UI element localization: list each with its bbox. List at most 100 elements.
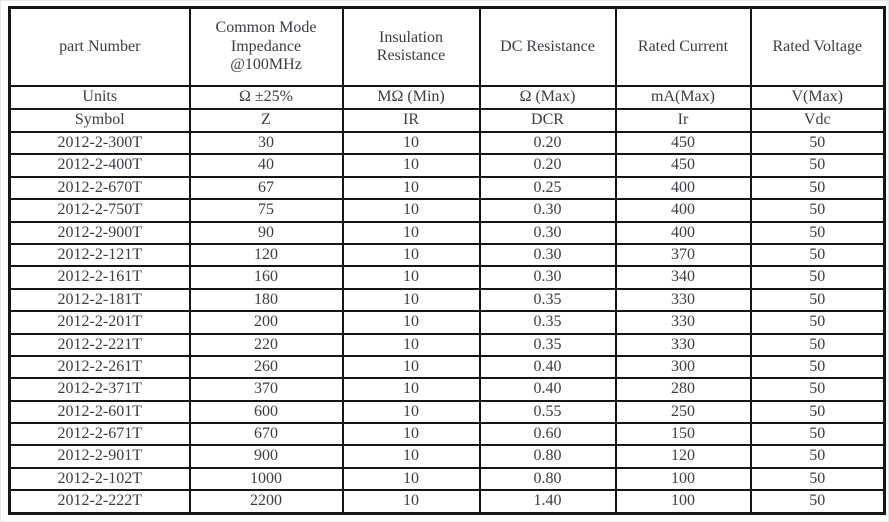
rated-current-cell: 340 [614, 265, 752, 290]
rated-current-cell: 400 [614, 175, 752, 201]
symbol-row: Symbol Z IR DCR Ir Vdc [8, 108, 886, 133]
impedance-cell: 67 [188, 175, 344, 201]
rated-voltage-cell: 50 [749, 332, 886, 357]
rated-voltage-cell: 50 [749, 354, 886, 380]
dc-resistance-cell: 0.35 [478, 310, 617, 335]
table-body: 2012-2-300T 30 10 0.20 450 50 2012-2-400… [8, 130, 886, 515]
symbol-row-label: Symbol [8, 108, 191, 133]
insulation-cell: 10 [341, 399, 481, 425]
units-row-label: Units [8, 85, 191, 110]
dc-resistance-cell: 0.20 [478, 130, 617, 156]
rated-voltage-cell: 50 [749, 466, 886, 492]
table-row: 2012-2-201T 200 10 0.35 330 50 [8, 310, 886, 335]
rated-voltage-cell: 50 [749, 265, 886, 290]
table-row: 2012-2-750T 75 10 0.30 400 50 [8, 198, 886, 223]
table-row: 2012-2-900T 90 10 0.30 400 50 [8, 220, 886, 245]
insulation-cell: 10 [341, 354, 481, 380]
units-rated-current-cell: mA(Max) [614, 85, 752, 110]
dc-resistance-cell: 0.30 [478, 198, 617, 223]
dc-resistance-cell: 0.30 [478, 242, 617, 268]
units-insulation-cell: MΩ (Min) [341, 85, 481, 110]
table-row: 2012-2-400T 40 10 0.20 450 50 [8, 153, 886, 178]
insulation-cell: 10 [341, 153, 481, 178]
units-rated-voltage-cell: V(Max) [749, 85, 886, 110]
impedance-cell: 180 [188, 287, 344, 313]
dc-resistance-cell: 1.40 [478, 489, 617, 515]
dc-resistance-cell: 0.60 [478, 422, 617, 447]
table-header-row: part Number Common Mode Impedance @100MH… [8, 6, 886, 87]
part-number-cell: 2012-2-161T [8, 265, 191, 290]
column-header-rated-current: Rated Current [614, 6, 752, 87]
table-row: 2012-2-181T 180 10 0.35 330 50 [8, 287, 886, 313]
impedance-cell: 900 [188, 444, 344, 469]
dc-resistance-cell: 0.35 [478, 287, 617, 313]
table-row: 2012-2-261T 260 10 0.40 300 50 [8, 354, 886, 380]
rated-voltage-cell: 50 [749, 399, 886, 425]
rated-current-cell: 280 [614, 377, 752, 402]
rated-voltage-cell: 50 [749, 310, 886, 335]
dc-resistance-cell: 0.30 [478, 265, 617, 290]
rated-voltage-cell: 50 [749, 175, 886, 201]
insulation-cell: 10 [341, 466, 481, 492]
rated-current-cell: 150 [614, 422, 752, 447]
rated-current-cell: 330 [614, 287, 752, 313]
part-number-cell: 2012-2-201T [8, 310, 191, 335]
insulation-cell: 10 [341, 310, 481, 335]
rated-current-cell: 120 [614, 444, 752, 469]
impedance-cell: 30 [188, 130, 344, 156]
table-row: 2012-2-371T 370 10 0.40 280 50 [8, 377, 886, 402]
rated-voltage-cell: 50 [749, 130, 886, 156]
insulation-cell: 10 [341, 444, 481, 469]
rated-current-cell: 400 [614, 198, 752, 223]
part-number-cell: 2012-2-750T [8, 198, 191, 223]
rated-current-cell: 100 [614, 466, 752, 492]
rated-current-cell: 370 [614, 242, 752, 268]
rated-current-cell: 330 [614, 332, 752, 357]
dc-resistance-cell: 0.80 [478, 444, 617, 469]
rated-current-cell: 400 [614, 220, 752, 245]
table-row: 2012-2-901T 900 10 0.80 120 50 [8, 444, 886, 469]
part-number-cell: 2012-2-221T [8, 332, 191, 357]
rated-current-cell: 300 [614, 354, 752, 380]
dc-resistance-cell: 0.30 [478, 220, 617, 245]
table-row: 2012-2-121T 120 10 0.30 370 50 [8, 242, 886, 268]
table-row: 2012-2-102T 1000 10 0.80 100 50 [8, 466, 886, 492]
symbol-rated-current-cell: Ir [614, 108, 752, 133]
rated-voltage-cell: 50 [749, 220, 886, 245]
impedance-cell: 200 [188, 310, 344, 335]
units-impedance-cell: Ω ±25% [188, 85, 344, 110]
table-row: 2012-2-670T 67 10 0.25 400 50 [8, 175, 886, 201]
insulation-cell: 10 [341, 198, 481, 223]
impedance-cell: 1000 [188, 466, 344, 492]
rated-current-cell: 100 [614, 489, 752, 515]
dc-resistance-cell: 0.40 [478, 354, 617, 380]
specifications-table: part Number Common Mode Impedance @100MH… [8, 6, 886, 515]
impedance-cell: 2200 [188, 489, 344, 515]
insulation-cell: 10 [341, 377, 481, 402]
dc-resistance-cell: 0.20 [478, 153, 617, 178]
column-header-insulation: Insulation Resistance [341, 6, 481, 87]
rated-current-cell: 450 [614, 130, 752, 156]
column-header-part-number: part Number [8, 6, 191, 87]
rated-voltage-cell: 50 [749, 377, 886, 402]
rated-current-cell: 450 [614, 153, 752, 178]
impedance-cell: 120 [188, 242, 344, 268]
part-number-cell: 2012-2-102T [8, 466, 191, 492]
rated-voltage-cell: 50 [749, 287, 886, 313]
rated-voltage-cell: 50 [749, 153, 886, 178]
table-row: 2012-2-222T 2200 10 1.40 100 50 [8, 489, 886, 515]
rated-current-cell: 330 [614, 310, 752, 335]
part-number-cell: 2012-2-121T [8, 242, 191, 268]
units-row: Units Ω ±25% MΩ (Min) Ω (Max) mA(Max) V(… [8, 85, 886, 110]
dc-resistance-cell: 0.35 [478, 332, 617, 357]
symbol-rated-voltage-cell: Vdc [749, 108, 886, 133]
rated-current-cell: 250 [614, 399, 752, 425]
insulation-cell: 10 [341, 220, 481, 245]
part-number-cell: 2012-2-601T [8, 399, 191, 425]
insulation-cell: 10 [341, 130, 481, 156]
table-row: 2012-2-671T 670 10 0.60 150 50 [8, 422, 886, 447]
part-number-cell: 2012-2-400T [8, 153, 191, 178]
part-number-cell: 2012-2-901T [8, 444, 191, 469]
impedance-cell: 220 [188, 332, 344, 357]
